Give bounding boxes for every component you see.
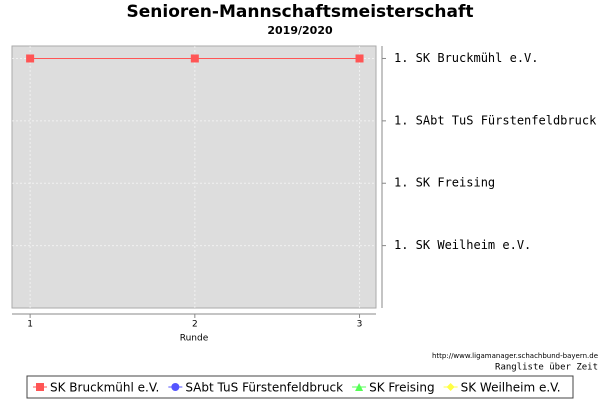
legend-label: SK Bruckmühl e.V. bbox=[50, 381, 159, 395]
marker bbox=[190, 54, 199, 63]
legend-marker bbox=[36, 383, 44, 391]
legend-marker bbox=[171, 383, 180, 391]
y-tick-label: 1. SK Bruckmühl e.V. bbox=[394, 51, 539, 65]
chart-subtitle: 2019/2020 bbox=[267, 24, 333, 37]
legend-label: SAbt TuS Fürstenfeldbruck bbox=[185, 381, 343, 395]
x-tick-label: 2 bbox=[192, 320, 198, 330]
x-tick-label: 3 bbox=[357, 320, 363, 330]
source-url: http://www.ligamanager.schachbund-bayern… bbox=[432, 352, 598, 360]
x-axis-label: Runde bbox=[180, 334, 209, 344]
legend bbox=[26, 375, 574, 399]
legend-marker bbox=[446, 383, 455, 391]
x-tick-label: 1 bbox=[27, 320, 33, 330]
chart-title: Senioren-Mannschaftsmeisterschaft bbox=[127, 2, 474, 22]
y-tick-label: 1. SK Freising bbox=[394, 176, 495, 190]
legend-label: SK Freising bbox=[369, 381, 435, 395]
y-tick-label: 1. SK Weilheim e.V. bbox=[394, 238, 531, 252]
marker bbox=[355, 54, 364, 63]
legend-marker bbox=[355, 383, 364, 391]
chart-note: Rangliste über Zeit bbox=[495, 363, 598, 373]
marker bbox=[26, 54, 35, 63]
y-tick-label: 1. SAbt TuS Fürstenfeldbruck bbox=[394, 113, 597, 127]
plot-area bbox=[11, 45, 377, 309]
legend-label: SK Weilheim e.V. bbox=[461, 381, 561, 395]
